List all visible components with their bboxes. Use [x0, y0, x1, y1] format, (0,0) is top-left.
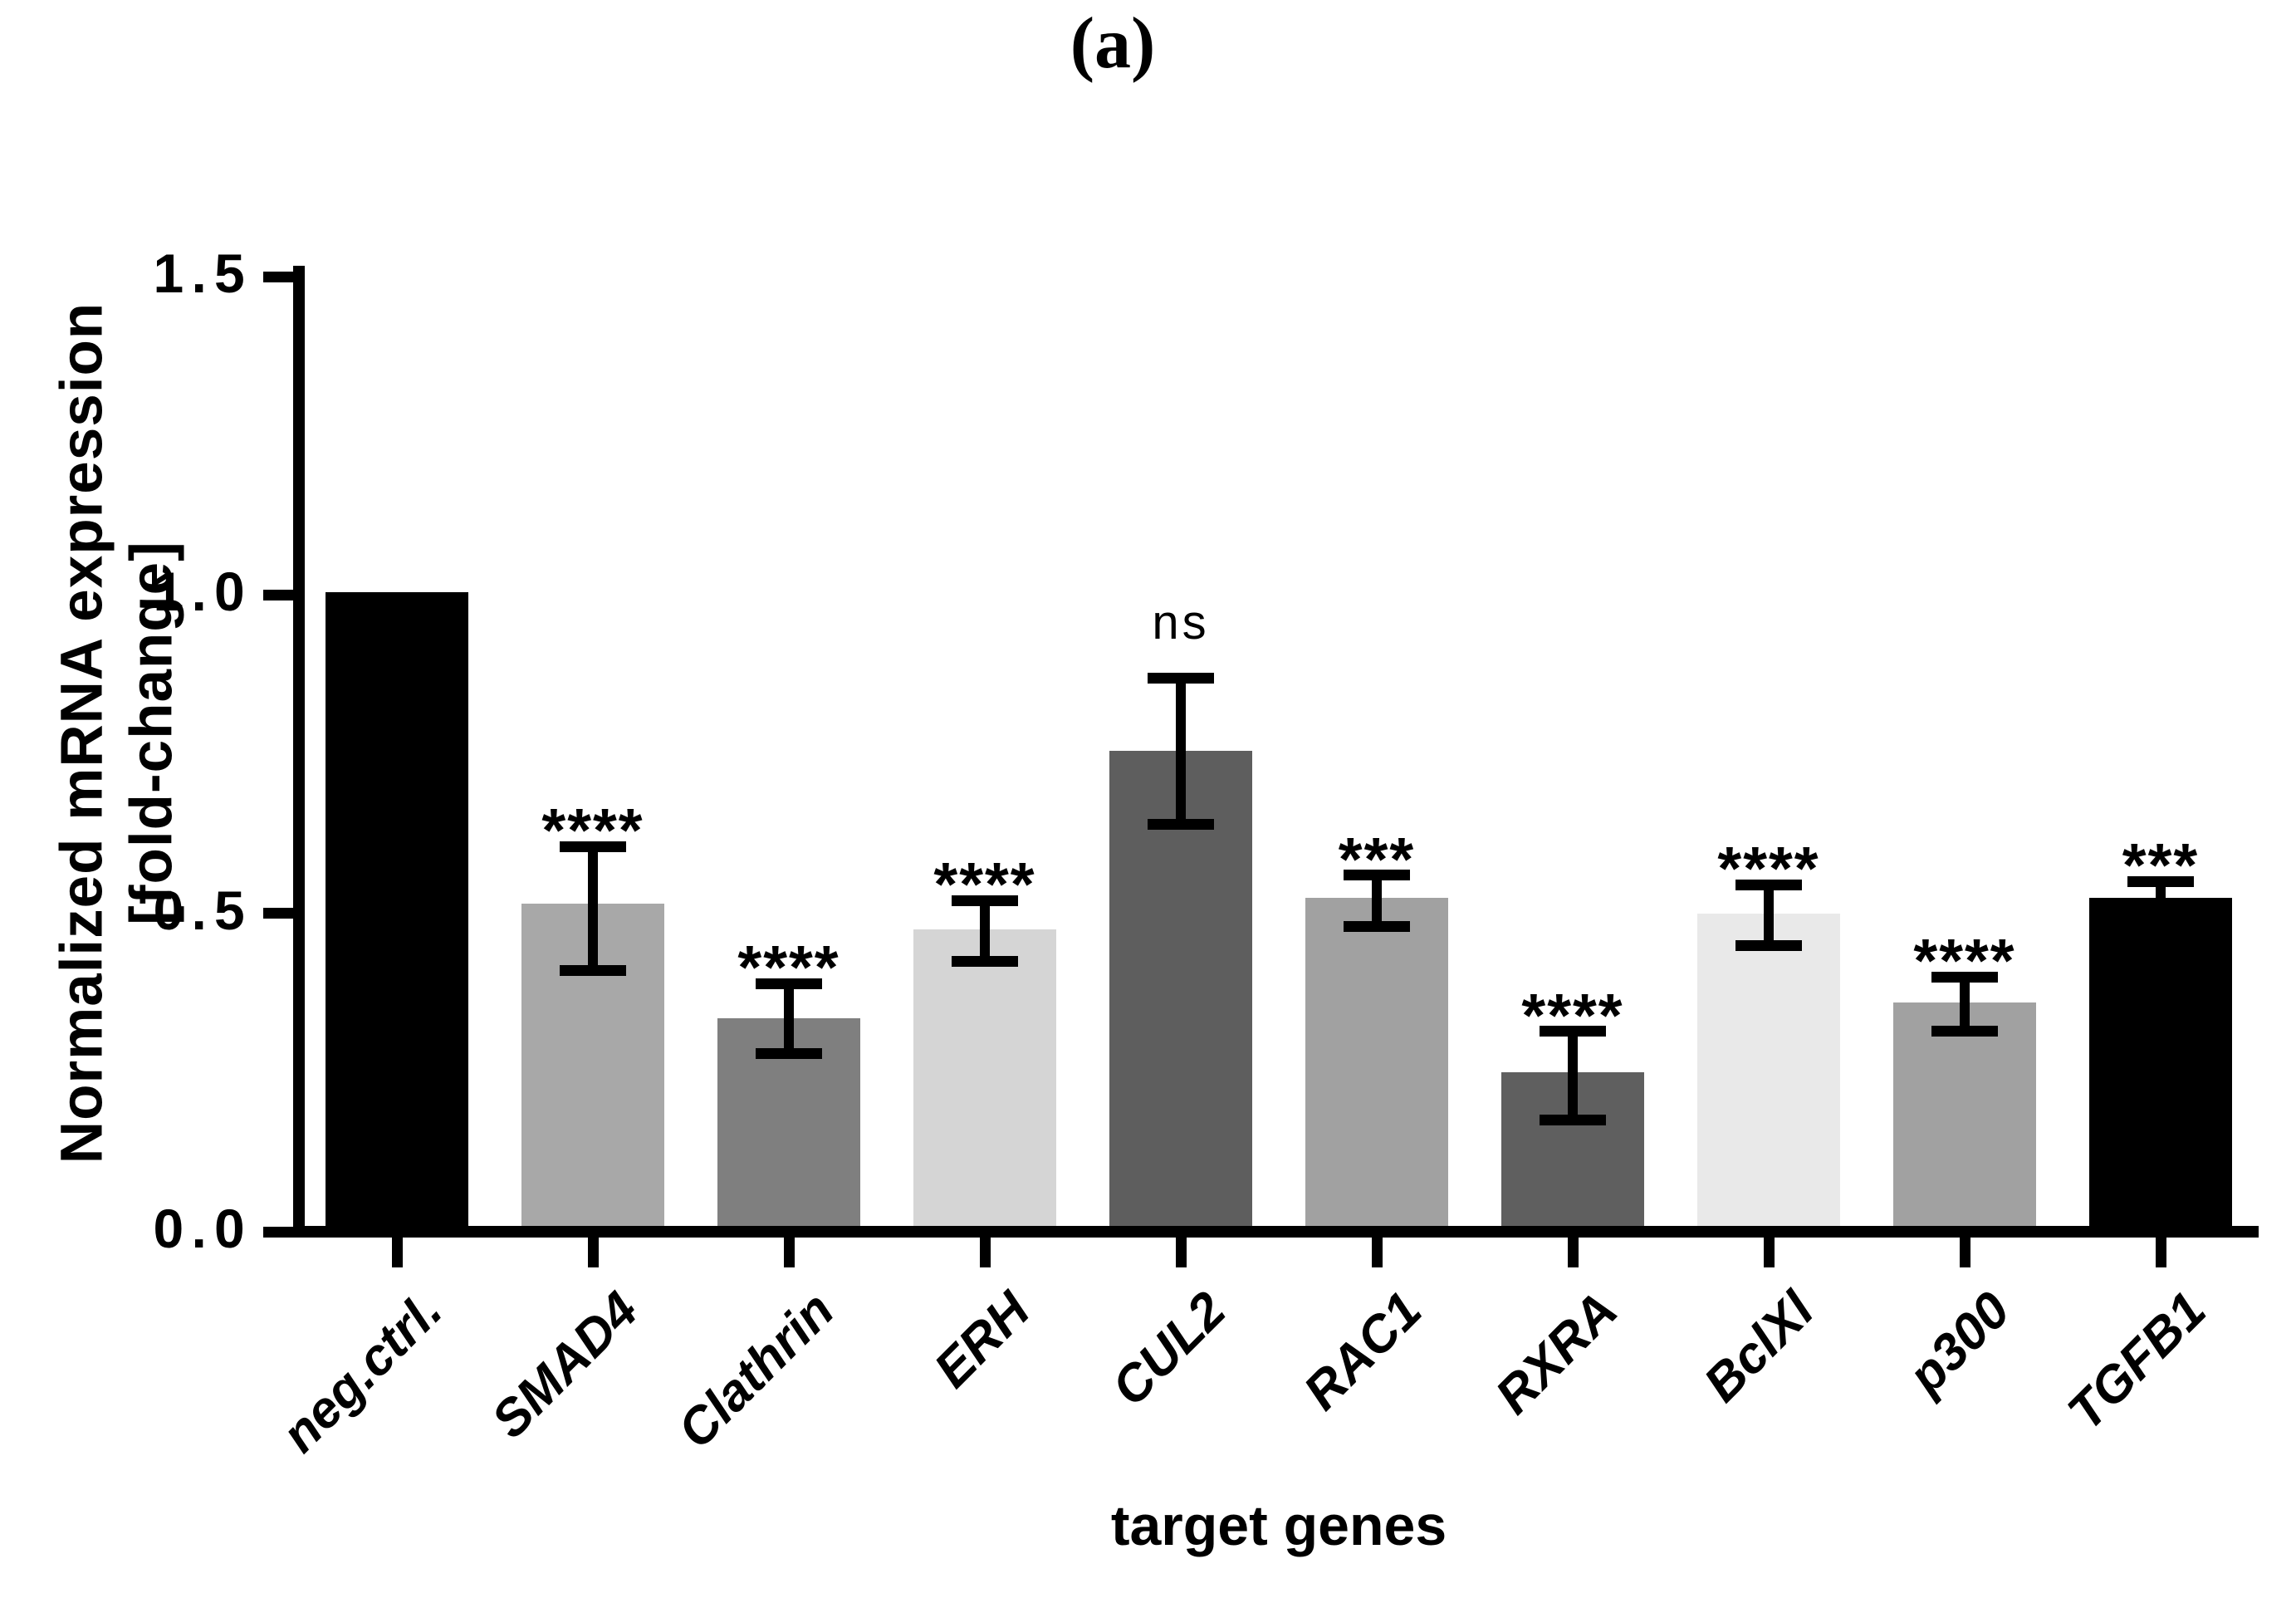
- error-bar-cap-top-SMAD4: [560, 841, 626, 852]
- y-axis-tick: [263, 908, 293, 919]
- error-bar-whisker-RXRA: [1568, 1031, 1578, 1120]
- error-bar-cap-bottom-TGFB1: [2127, 908, 2194, 919]
- x-axis-tick-TGFB1: [2155, 1238, 2166, 1267]
- bar-CUL2: [1109, 751, 1252, 1232]
- error-bar-cap-top-BclXl: [1735, 879, 1802, 890]
- error-bar-cap-bottom-BclXl: [1735, 939, 1802, 951]
- error-bar-whisker-Clathrin: [784, 983, 794, 1054]
- x-axis-tick-ERH: [979, 1238, 991, 1267]
- error-bar-cap-bottom-RAC1: [1344, 920, 1410, 932]
- x-category-label-Clathrin: Clathrin: [667, 1281, 845, 1460]
- error-bar-cap-bottom-Clathrin: [756, 1047, 822, 1059]
- error-bar-cap-top-p300: [1931, 971, 1998, 983]
- bar-ERH: [913, 929, 1056, 1232]
- error-bar-whisker-ERH: [980, 900, 990, 962]
- bar-RAC1: [1305, 897, 1448, 1232]
- panel-label: (a): [1070, 3, 1156, 84]
- x-category-label-SMAD4: SMAD4: [481, 1281, 649, 1449]
- significance-ERH: ****: [933, 850, 1036, 919]
- error-bar-cap-top-TGFB1: [2127, 875, 2194, 887]
- error-bar-cap-bottom-CUL2: [1148, 818, 1214, 830]
- x-axis-tick-CUL2: [1175, 1238, 1187, 1267]
- y-axis-tick: [263, 1226, 293, 1238]
- x-category-label-p300: p300: [1897, 1281, 2021, 1405]
- significance-RXRA: ****: [1521, 980, 1624, 1050]
- significance-TGFB1: ***: [2122, 831, 2200, 900]
- y-tick-label: 1.5: [153, 243, 252, 304]
- bar-BclXl: [1697, 913, 1840, 1232]
- y-tick-label: 0.5: [153, 879, 252, 941]
- error-bar-whisker-BclXl: [1764, 885, 1774, 945]
- error-bar-whisker-SMAD4: [588, 846, 598, 971]
- y-tick-label: 1.0: [153, 561, 252, 623]
- significance-BclXl: ****: [1717, 834, 1820, 904]
- error-bar-cap-bottom-RXRA: [1540, 1115, 1606, 1126]
- y-axis-title-line2: [fold-change]: [119, 541, 185, 925]
- x-category-label-CUL2: CUL2: [1101, 1281, 1237, 1417]
- error-bar-cap-top-RAC1: [1344, 870, 1410, 881]
- y-tick-label: 0.0: [153, 1198, 252, 1259]
- x-category-label-ERH: ERH: [923, 1281, 1041, 1399]
- x-axis-tick-RAC1: [1371, 1238, 1383, 1267]
- y-axis-line: [293, 266, 305, 1238]
- error-bar-whisker-p300: [1960, 977, 1970, 1032]
- x-axis-title: target genes: [1110, 1494, 1447, 1557]
- significance-Clathrin: ****: [737, 933, 840, 1002]
- bar-TGFB1: [2089, 897, 2232, 1232]
- significance-RAC1: ***: [1338, 824, 1416, 894]
- error-bar-whisker-TGFB1: [2156, 881, 2166, 914]
- y-axis-tick: [263, 589, 293, 600]
- y-axis-title-line1: Normalized mRNA expression: [49, 301, 115, 1164]
- error-bar-cap-top-Clathrin: [756, 978, 822, 989]
- error-bar-cap-bottom-SMAD4: [560, 965, 626, 977]
- x-axis-tick-BclXl: [1763, 1238, 1775, 1267]
- error-bar-whisker-CUL2: [1176, 678, 1186, 825]
- x-axis-tick-neg.ctrl.: [391, 1238, 403, 1267]
- x-category-label-BclXl: BclXl: [1693, 1281, 1825, 1414]
- x-axis-tick-RXRA: [1567, 1238, 1579, 1267]
- y-axis-tick: [263, 271, 293, 282]
- bar-p300: [1893, 1002, 2036, 1232]
- significance-SMAD4: ****: [541, 796, 644, 865]
- x-category-label-RAC1: RAC1: [1293, 1281, 1433, 1421]
- x-category-label-neg.ctrl.: neg.ctrl.: [271, 1281, 453, 1464]
- significance-p300: ****: [1913, 926, 2016, 996]
- y-axis-title: Normalized mRNA expression [fold-change]: [48, 152, 193, 1315]
- x-category-label-RXRA: RXRA: [1485, 1281, 1629, 1425]
- error-bar-cap-bottom-p300: [1931, 1026, 1998, 1037]
- x-axis-tick-Clathrin: [783, 1238, 795, 1267]
- x-axis-tick-p300: [1959, 1238, 1970, 1267]
- x-category-label-TGFB1: TGFB1: [2056, 1281, 2217, 1442]
- error-bar-cap-top-RXRA: [1540, 1026, 1606, 1037]
- error-bar-cap-bottom-ERH: [952, 955, 1018, 967]
- significance-CUL2: ns: [1152, 596, 1210, 649]
- x-axis-tick-SMAD4: [587, 1238, 599, 1267]
- bar-neg.ctrl.: [326, 591, 468, 1232]
- error-bar-whisker-RAC1: [1372, 875, 1382, 926]
- x-axis-line: [293, 1226, 2259, 1238]
- error-bar-cap-top-ERH: [952, 895, 1018, 906]
- error-bar-cap-top-CUL2: [1148, 672, 1214, 684]
